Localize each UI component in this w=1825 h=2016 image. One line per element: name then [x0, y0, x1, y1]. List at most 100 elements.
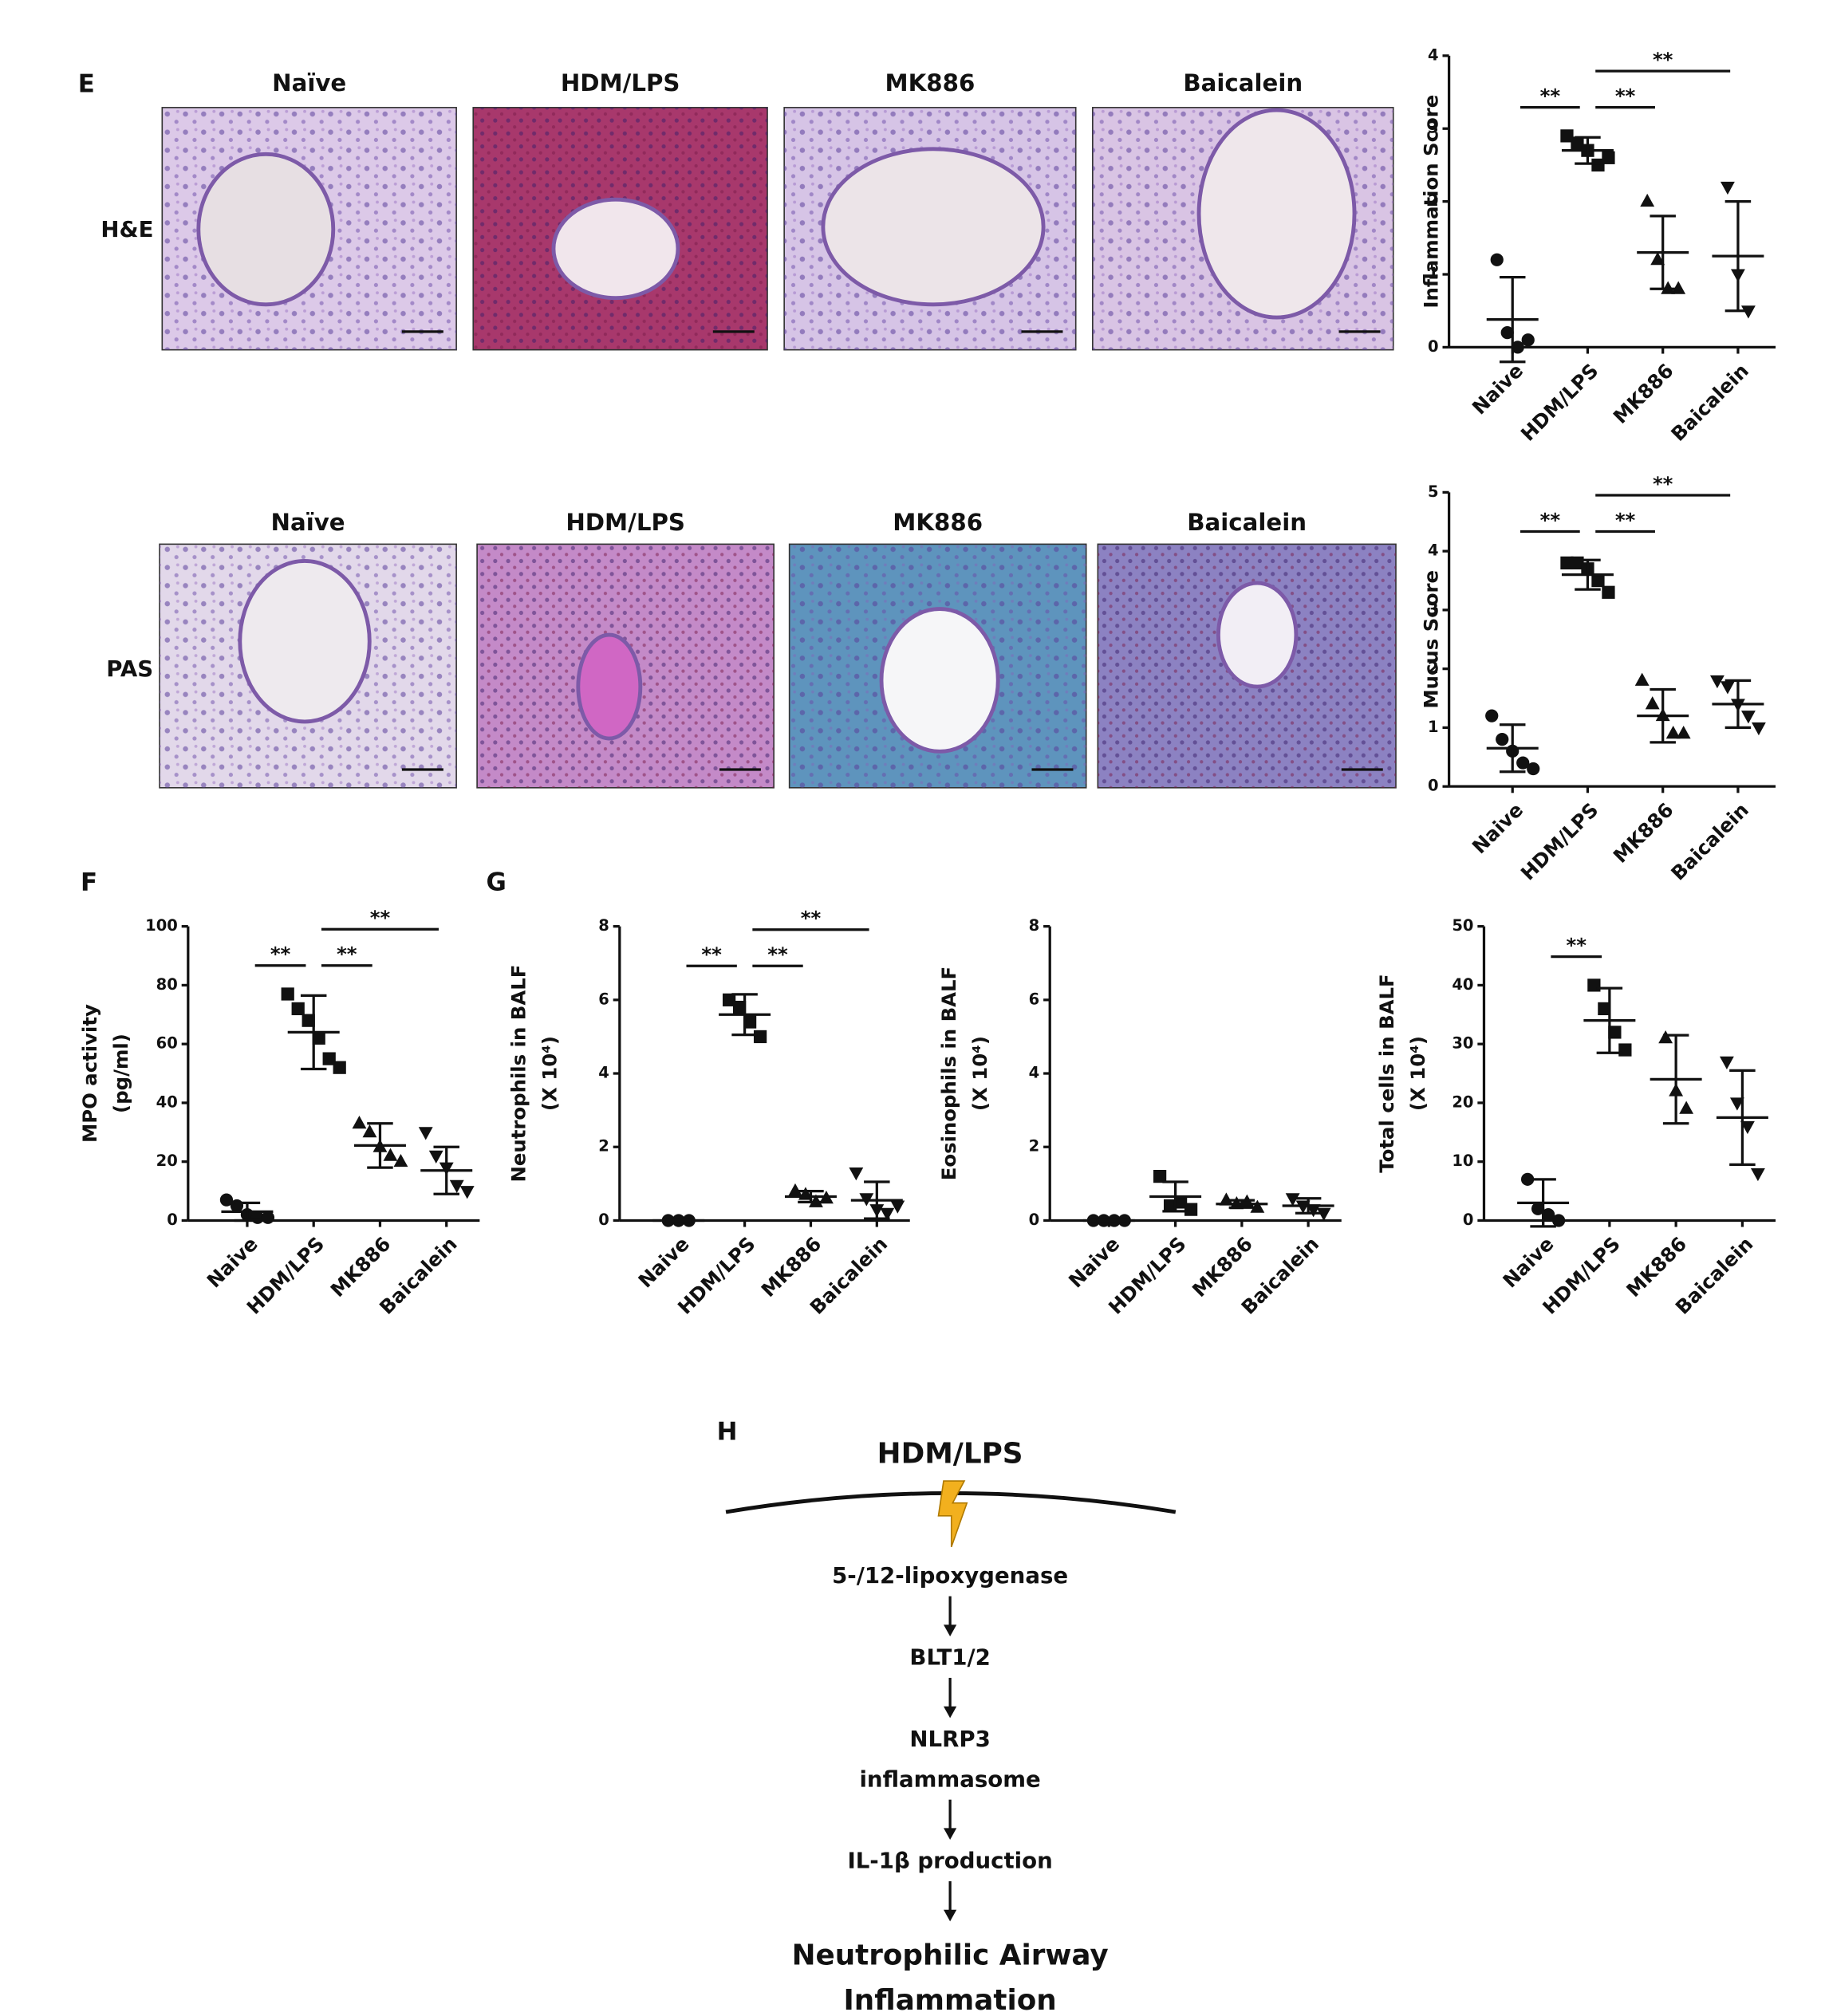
point [1153, 1170, 1167, 1183]
x-tick-label: Baicalein [1666, 798, 1753, 885]
y-tick-label: 40 [156, 1093, 178, 1111]
point [1720, 181, 1735, 195]
point [1551, 1214, 1566, 1227]
stimulus: HDM/LPS [877, 1438, 1023, 1471]
y-tick-label: 0 [167, 1211, 178, 1229]
point [1676, 726, 1691, 739]
point [1640, 193, 1655, 207]
point [1661, 281, 1676, 294]
y-tick-label: 3 [1428, 119, 1439, 137]
y-tick-label: 3 [1428, 600, 1439, 618]
point [1634, 672, 1650, 686]
y-tick-label: 60 [156, 1034, 178, 1053]
point [1184, 1203, 1198, 1216]
x-tick-label: HDM/LPS [1516, 359, 1603, 446]
point [219, 1193, 234, 1207]
pathway: H HDM/LPS 5-/12-lipoxygenase BLT1/2 NLRP3 inf… [717, 1417, 1177, 2016]
point [1618, 1043, 1632, 1057]
point [322, 1052, 336, 1065]
point [1500, 326, 1514, 340]
point [1571, 136, 1584, 150]
y-tick-label: 8 [1029, 916, 1040, 935]
y-tick-label: 10 [1452, 1152, 1473, 1170]
y-axis-label: (X 10⁴) [1406, 1036, 1429, 1111]
point [1316, 1207, 1331, 1221]
y-tick-label: 0 [598, 1211, 609, 1229]
significance-label: ** [801, 907, 822, 930]
point [1285, 1193, 1300, 1207]
arrow-head [943, 1828, 957, 1841]
image-title: HDM/LPS [561, 69, 680, 96]
y-axis-label: Inflammation Score [1419, 95, 1442, 309]
significance-label: ** [270, 943, 291, 966]
point [1729, 1097, 1744, 1111]
significance-label: ** [1615, 85, 1636, 108]
x-tick-label: MK886 [1609, 798, 1678, 868]
point [302, 1014, 315, 1027]
point [312, 1031, 325, 1045]
point [753, 1030, 767, 1044]
point [1665, 726, 1681, 739]
y-tick-label: 4 [1029, 1064, 1040, 1082]
point [1511, 341, 1524, 354]
image-title: Baicalein [1183, 69, 1303, 96]
y-tick-label: 2 [1428, 191, 1439, 210]
x-tick-label: HDM/LPS [1516, 798, 1603, 885]
point [1173, 1195, 1188, 1209]
point [1740, 1120, 1755, 1135]
y-tick-label: 4 [1428, 45, 1439, 64]
lightning [937, 1480, 968, 1548]
x-tick-label: Naive [1468, 798, 1527, 858]
image-title: MK886 [885, 69, 976, 96]
x-tick-label: Naive [1064, 1232, 1124, 1292]
significance-label: ** [1540, 508, 1561, 531]
image-title: Naïve [271, 509, 345, 536]
point [230, 1199, 244, 1213]
pathway-step: inflammasome [859, 1766, 1040, 1792]
point [1521, 333, 1535, 347]
significance-label: ** [370, 906, 391, 929]
point [1250, 1199, 1265, 1213]
point [1679, 1101, 1694, 1114]
y-tick-label: 40 [1452, 975, 1473, 994]
y-axis-label: Neutrophils in BALF [507, 965, 530, 1183]
lumen [551, 197, 680, 301]
point [1671, 281, 1686, 294]
pathway-outcome: Inflammation [843, 1984, 1056, 2016]
pathway-outcome: Neutrophilic Airway [792, 1939, 1109, 1971]
panel-label: E [78, 70, 95, 99]
y-tick-label: 6 [1029, 990, 1040, 1008]
lumen [238, 559, 372, 724]
point [788, 1183, 802, 1197]
y-axis-label: (X 10⁴) [968, 1036, 991, 1111]
point [333, 1061, 346, 1074]
point [1560, 129, 1574, 143]
point [1531, 1202, 1545, 1215]
point [261, 1211, 275, 1224]
y-axis-label: (pg/ml) [109, 1034, 132, 1113]
y-tick-label: 1 [1428, 718, 1439, 736]
point [418, 1127, 433, 1140]
y-axis-label: Eosinophils in BALF [937, 967, 960, 1181]
point [1496, 733, 1509, 746]
point [1560, 556, 1574, 570]
y-tick-label: 2 [1428, 659, 1439, 677]
point [1709, 675, 1724, 689]
x-tick-label: MK886 [1609, 359, 1678, 428]
y-tick-label: 5 [1428, 482, 1439, 501]
arrow-head [943, 1909, 957, 1922]
y-tick-label: 4 [1428, 541, 1439, 560]
point [1219, 1192, 1234, 1206]
significance-label: ** [1653, 48, 1673, 71]
point [1527, 762, 1540, 776]
y-tick-label: 100 [145, 916, 178, 935]
lumen [1196, 108, 1357, 320]
point [393, 1153, 408, 1167]
significance-label: ** [767, 943, 788, 966]
pathway-step: BLT1/2 [909, 1644, 990, 1671]
point [732, 1000, 747, 1014]
y-tick-label: 50 [1452, 916, 1473, 935]
point [1163, 1199, 1177, 1213]
point [1591, 573, 1605, 588]
